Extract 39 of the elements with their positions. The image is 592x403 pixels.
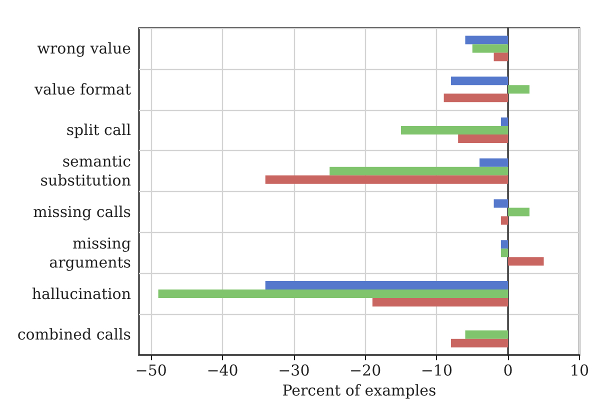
bar: [465, 36, 508, 44]
x-tick-label: −20: [349, 362, 382, 380]
bar: [480, 158, 508, 167]
x-tick-label: −50: [135, 362, 167, 380]
x-tick-label: −30: [278, 362, 310, 380]
y-tick-label: combined calls: [17, 326, 131, 344]
y-tick-label: wrong value: [37, 39, 132, 58]
y-tick-label: value format: [34, 80, 131, 98]
x-axis-title: Percent of examples: [282, 382, 436, 400]
bar: [450, 76, 508, 86]
y-tick-label: missing calls: [33, 202, 131, 221]
x-tick-label: 10: [570, 362, 590, 380]
y-tick-label: split call: [66, 121, 132, 140]
bar: [450, 338, 508, 348]
y-tick-label: semantic substitution: [40, 152, 132, 190]
y-tick-label: missing arguments: [49, 234, 132, 272]
bar: [508, 257, 544, 266]
x-tick-label: −40: [206, 362, 238, 380]
bar: [400, 126, 508, 134]
bar: [472, 44, 508, 53]
bar: [265, 281, 508, 290]
bar: [265, 175, 508, 184]
bar: [500, 248, 508, 258]
bar: [508, 208, 530, 216]
x-tick-label: 0: [503, 362, 513, 380]
bar: [372, 298, 508, 307]
bar: [508, 85, 530, 94]
bar: [330, 166, 508, 176]
bar: [500, 240, 508, 249]
y-tick-label: hallucination: [32, 284, 132, 303]
bar: [500, 216, 508, 225]
bar: [494, 199, 508, 208]
bar: [500, 117, 508, 126]
bar: [494, 52, 508, 62]
bar: [465, 330, 508, 339]
bar: [458, 134, 508, 143]
bar: [444, 94, 508, 102]
bar: [158, 290, 508, 298]
x-tick-label: −10: [420, 362, 453, 380]
